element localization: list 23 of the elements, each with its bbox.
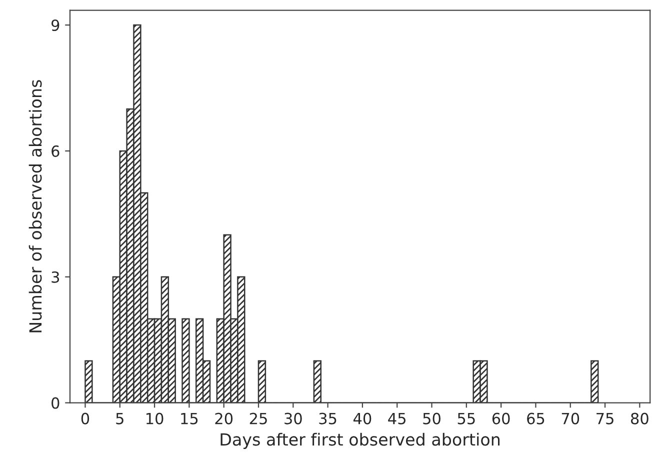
- x-tick-label: 65: [527, 412, 544, 424]
- y-tick-label: 3: [52, 271, 60, 283]
- x-tick-label: 50: [423, 412, 440, 424]
- y-tick-label: 9: [51, 19, 60, 32]
- x-tick-label: 80: [630, 412, 648, 424]
- x-tick-label: 70: [562, 412, 580, 424]
- x-tick-label: 45: [388, 412, 406, 424]
- x-tick-label: 40: [353, 412, 372, 424]
- x-tick-label: 15: [181, 412, 198, 424]
- x-tick-label: 35: [319, 412, 336, 424]
- x-tick-label: 10: [146, 412, 164, 424]
- x-tick-label: 20: [215, 412, 233, 424]
- x-tick-label: 0: [81, 412, 90, 424]
- x-tick-label: 55: [458, 412, 475, 424]
- x-tick-label: 75: [596, 412, 614, 424]
- x-tick-label: 60: [492, 412, 510, 424]
- x-tick-label: 30: [284, 412, 302, 424]
- x-axis-title: Days after first observed abortion: [220, 432, 500, 449]
- y-tick-label: 6: [52, 145, 60, 157]
- y-tick-label: 0: [52, 397, 60, 409]
- x-tick-label: 25: [250, 412, 267, 424]
- x-tick-label: 5: [116, 412, 124, 424]
- y-axis-title: Number of observed abortions: [28, 80, 42, 332]
